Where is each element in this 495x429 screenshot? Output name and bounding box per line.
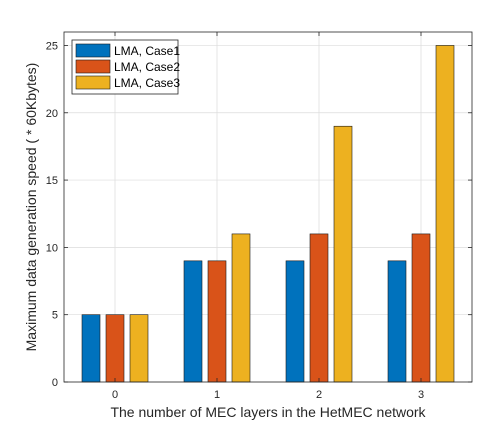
bar-series3-cat2 (333, 125, 353, 383)
bar-series1-cat2 (285, 260, 305, 383)
legend: LMA, Case1 LMA, Case2 LMA, Case3 (71, 39, 180, 95)
x-tick-label: 2 (316, 389, 322, 401)
bar-series1-cat0 (81, 314, 101, 383)
bar-series2-cat0 (105, 314, 125, 383)
x-tick-label: 0 (112, 389, 118, 401)
legend-label: LMA, Case3 (114, 76, 180, 90)
legend-swatch (75, 59, 111, 74)
x-tick-label: 3 (418, 389, 424, 401)
y-tick-label: 20 (46, 108, 58, 120)
bar-series1-cat1 (183, 260, 203, 383)
y-tick-label: 5 (52, 310, 58, 322)
bar-series1-cat3 (387, 260, 407, 383)
bar-series3-cat0 (129, 314, 149, 383)
bar-series2-cat2 (309, 233, 329, 383)
y-tick-label: 15 (46, 175, 58, 187)
bar-series2-cat1 (207, 260, 227, 383)
legend-label: LMA, Case2 (114, 60, 180, 74)
legend-label: LMA, Case1 (114, 44, 180, 58)
plot-frame (63, 31, 473, 383)
y-tick-label: 25 (46, 40, 58, 52)
bar-series3-cat3 (435, 45, 455, 383)
ticks: 0 5 10 15 20 25 0 1 2 3 (46, 32, 472, 401)
legend-swatch (75, 43, 111, 58)
bars (81, 45, 455, 383)
y-axis-title: Maximum data generation speed ( * 60Kbyt… (23, 63, 39, 352)
y-tick-label: 0 (52, 377, 58, 389)
bar-series2-cat3 (411, 233, 431, 383)
legend-swatch (75, 75, 111, 90)
x-axis-title: The number of MEC layers in the HetMEC n… (110, 404, 426, 420)
y-tick-label: 10 (46, 242, 58, 254)
x-tick-label: 1 (214, 389, 220, 401)
bar-series3-cat1 (231, 233, 251, 383)
